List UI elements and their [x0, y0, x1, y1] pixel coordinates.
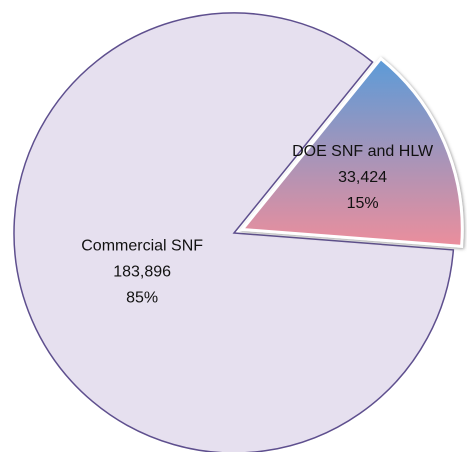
slice-label: DOE SNF and HLW: [292, 143, 434, 160]
percentage-label: 15%: [347, 195, 379, 212]
slice-label: Commercial SNF: [81, 238, 203, 255]
value-label: 183,896: [113, 264, 171, 281]
pie-slice: [239, 56, 464, 248]
percentage-label: 85%: [126, 290, 158, 307]
value-label: 33,424: [338, 169, 387, 186]
pie-slice: [13, 12, 455, 452]
